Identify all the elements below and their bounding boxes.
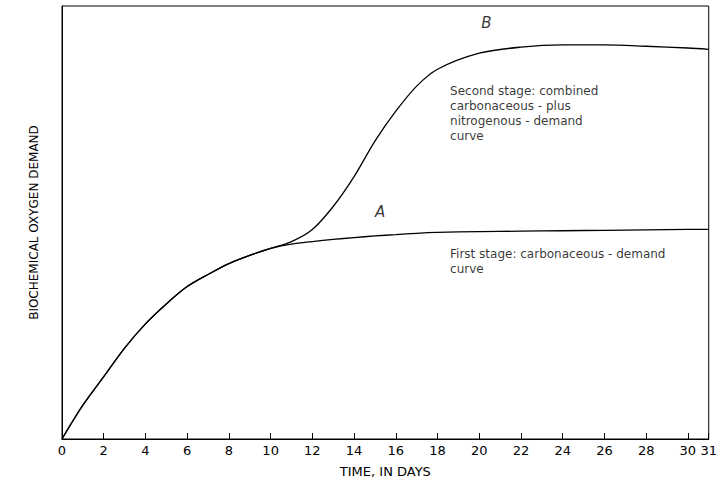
svg-text:0: 0 [58,443,66,458]
svg-text:28: 28 [638,443,655,458]
svg-text:22: 22 [513,443,530,458]
svg-text:14: 14 [346,443,363,458]
svg-text:B: B [481,14,491,32]
svg-text:26: 26 [596,443,613,458]
svg-text:20: 20 [471,443,488,458]
svg-text:8: 8 [225,443,233,458]
svg-text:BIOCHEMICAL OXYGEN DEMAND: BIOCHEMICAL OXYGEN DEMAND [27,125,41,320]
svg-text:First stage: carbonaceous - de: First stage: carbonaceous - demand [450,247,669,261]
svg-text:A: A [374,203,385,221]
svg-text:4: 4 [141,443,149,458]
svg-text:curve: curve [450,129,484,143]
svg-text:12: 12 [304,443,321,458]
svg-text:24: 24 [554,443,571,458]
svg-text:Second stage: combined: Second stage: combined [450,84,602,98]
svg-text:18: 18 [429,443,446,458]
svg-text:nitrogenous - demand: nitrogenous - demand [450,114,587,128]
svg-text:TIME, IN DAYS: TIME, IN DAYS [339,464,431,479]
svg-text:2: 2 [100,443,108,458]
svg-text:30: 30 [680,443,697,458]
svg-text:16: 16 [388,443,405,458]
svg-text:10: 10 [262,443,279,458]
svg-text:curve: curve [450,262,484,276]
svg-text:31: 31 [700,443,717,458]
svg-text:carbonaceous - plus: carbonaceous - plus [450,99,575,113]
svg-text:6: 6 [183,443,191,458]
